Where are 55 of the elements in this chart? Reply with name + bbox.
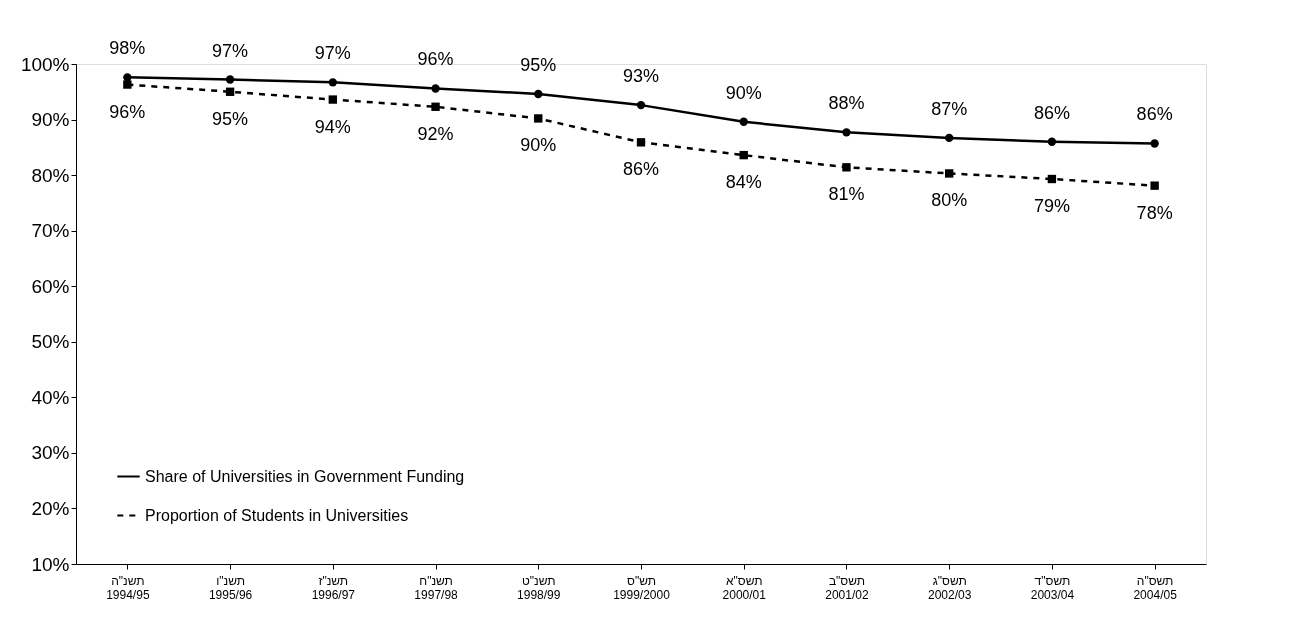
data-label: 95% bbox=[212, 108, 249, 129]
point bbox=[431, 84, 440, 93]
data-label: 93% bbox=[622, 66, 660, 87]
data-label: 86% bbox=[622, 159, 660, 180]
point bbox=[1150, 181, 1159, 190]
data-label: 79% bbox=[1033, 196, 1070, 216]
data-label: 92% bbox=[417, 123, 454, 144]
data-label: 88% bbox=[828, 93, 865, 114]
data-label: 86% bbox=[1033, 102, 1070, 123]
point bbox=[225, 87, 235, 96]
y-tick-label: 60% bbox=[31, 275, 70, 297]
point bbox=[842, 128, 851, 137]
y-tick-label: 40% bbox=[31, 386, 70, 408]
data-label: 95% bbox=[520, 55, 557, 75]
point bbox=[534, 89, 543, 99]
y-tick-label: 100% bbox=[20, 53, 70, 75]
point bbox=[739, 150, 748, 160]
point bbox=[1047, 174, 1057, 184]
point bbox=[945, 133, 954, 143]
data-label: 98% bbox=[109, 38, 146, 59]
point bbox=[739, 117, 748, 126]
data-label: 84% bbox=[725, 172, 762, 193]
point bbox=[534, 114, 543, 123]
y-tick-label: 80% bbox=[31, 164, 70, 186]
point bbox=[636, 138, 646, 147]
data-label: 96% bbox=[109, 101, 146, 122]
point bbox=[1047, 137, 1057, 146]
data-label: 80% bbox=[931, 190, 968, 211]
data-label: 86% bbox=[1136, 104, 1173, 125]
point bbox=[842, 163, 851, 172]
y-tick-label: 50% bbox=[31, 331, 70, 353]
y-tick-label: 20% bbox=[31, 497, 70, 519]
point bbox=[328, 95, 337, 104]
point bbox=[945, 169, 954, 178]
legend-label: Proportion of Students in Universities bbox=[145, 506, 409, 524]
data-label: 87% bbox=[931, 98, 968, 119]
y-tick-label: 30% bbox=[31, 442, 70, 464]
point bbox=[636, 100, 646, 110]
data-label: 96% bbox=[417, 49, 454, 70]
y-tick-label: 90% bbox=[31, 109, 70, 131]
point bbox=[1150, 139, 1159, 148]
point bbox=[123, 80, 132, 89]
point bbox=[328, 78, 337, 87]
data-label: 97% bbox=[314, 43, 351, 64]
legend-label: Share of Universities in Government Funding bbox=[145, 467, 465, 485]
data-label: 90% bbox=[725, 82, 762, 103]
y-tick-label: 70% bbox=[31, 220, 70, 242]
data-label: 97% bbox=[212, 40, 249, 61]
data-label: 90% bbox=[520, 135, 557, 156]
point bbox=[431, 102, 440, 111]
data-label: 78% bbox=[1136, 202, 1173, 223]
data-label: 94% bbox=[314, 116, 351, 137]
y-tick-label: 10% bbox=[31, 553, 70, 575]
point bbox=[225, 75, 235, 84]
data-label: 81% bbox=[828, 184, 865, 205]
